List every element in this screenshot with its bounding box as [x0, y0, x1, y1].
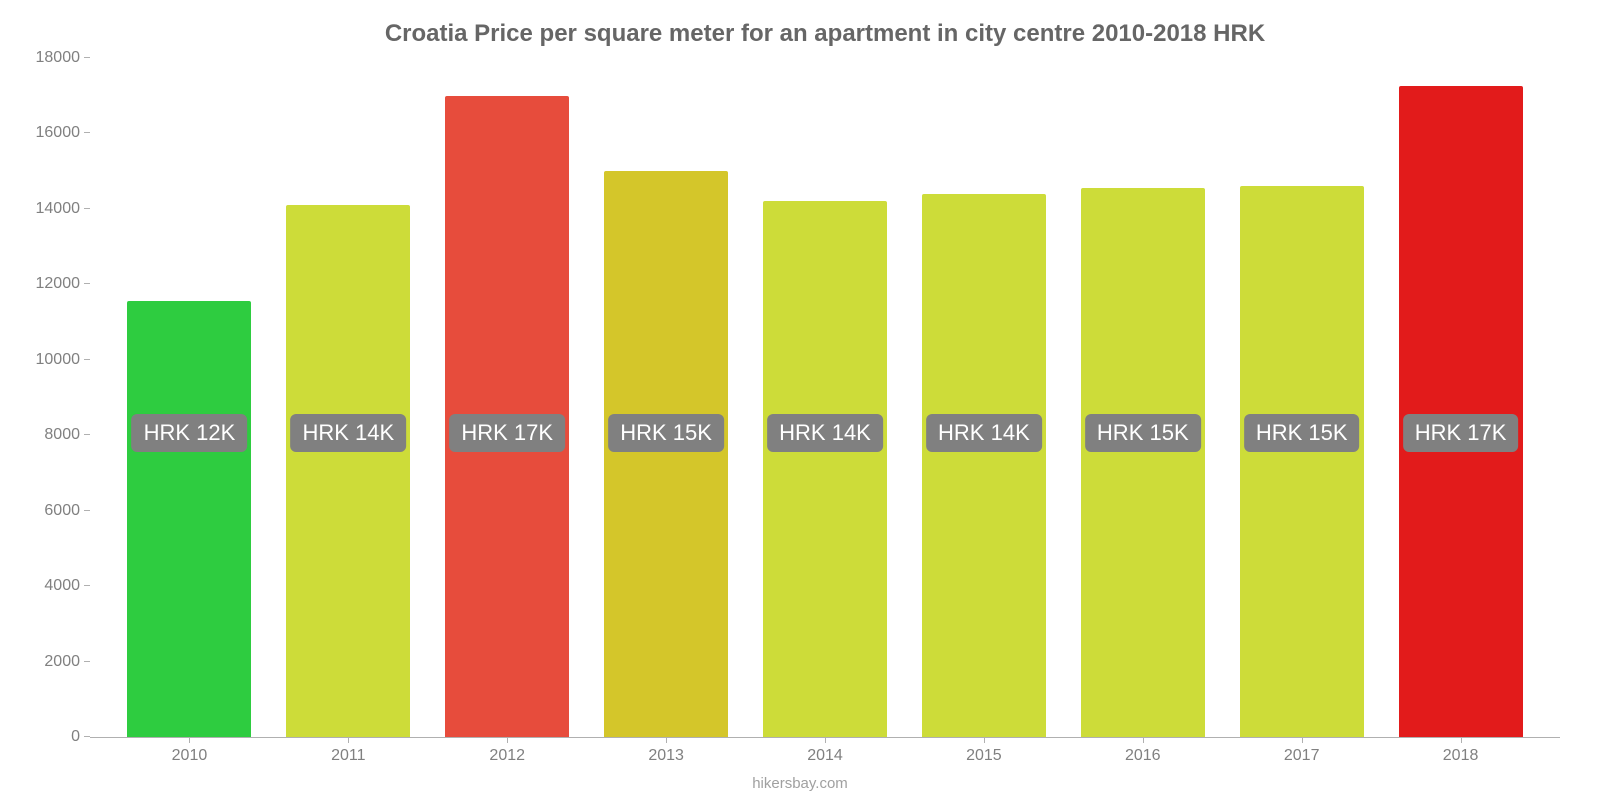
- bar-slot: HRK 15K: [1222, 58, 1381, 737]
- bar: HRK 15K: [604, 171, 728, 737]
- y-tick-mark: [84, 510, 90, 511]
- x-tick-label: 2017: [1222, 747, 1381, 765]
- x-tick-mark: [348, 737, 349, 743]
- x-tick-label: 2015: [904, 747, 1063, 765]
- x-tick-mark: [1143, 737, 1144, 743]
- bar-value-label: HRK 12K: [132, 414, 248, 452]
- y-tick-label: 4000: [20, 577, 80, 595]
- y-tick-mark: [84, 57, 90, 58]
- y-tick-mark: [84, 585, 90, 586]
- bar-value-label: HRK 15K: [1244, 414, 1360, 452]
- y-tick-mark: [84, 661, 90, 662]
- y-tick-mark: [84, 208, 90, 209]
- x-tick-mark: [666, 737, 667, 743]
- x-tick-label: 2014: [746, 747, 905, 765]
- y-tick-label: 16000: [20, 124, 80, 142]
- bars-group: HRK 12K HRK 14K HRK 17K HRK 15K HRK 14K HRK 1…: [90, 58, 1560, 737]
- chart-container: Croatia Price per square meter for an ap…: [0, 0, 1600, 800]
- bar: HRK 15K: [1081, 188, 1205, 737]
- x-tick-mark: [1461, 737, 1462, 743]
- y-tick-label: 18000: [20, 49, 80, 67]
- x-tick-label: 2011: [269, 747, 428, 765]
- y-tick-label: 6000: [20, 502, 80, 520]
- bar-slot: HRK 14K: [904, 58, 1063, 737]
- y-tick-label: 2000: [20, 653, 80, 671]
- source-attribution: hikersbay.com: [0, 775, 1600, 792]
- bar-slot: HRK 14K: [746, 58, 905, 737]
- bar: HRK 12K: [127, 301, 251, 737]
- bar-slot: HRK 14K: [269, 58, 428, 737]
- y-tick-label: 10000: [20, 351, 80, 369]
- y-tick-mark: [84, 132, 90, 133]
- x-tick-mark: [984, 737, 985, 743]
- bar-value-label: HRK 14K: [767, 414, 883, 452]
- bar-slot: HRK 15K: [587, 58, 746, 737]
- bar: HRK 15K: [1240, 186, 1364, 737]
- x-tick-mark: [507, 737, 508, 743]
- bar-value-label: HRK 17K: [1403, 414, 1519, 452]
- bar: HRK 17K: [445, 96, 569, 737]
- y-tick-mark: [84, 283, 90, 284]
- y-tick-mark: [84, 359, 90, 360]
- bar-value-label: HRK 14K: [926, 414, 1042, 452]
- x-tick-label: 2012: [428, 747, 587, 765]
- chart-title: Croatia Price per square meter for an ap…: [90, 20, 1560, 48]
- plot-area: HRK 12K HRK 14K HRK 17K HRK 15K HRK 14K HRK 1…: [90, 58, 1560, 738]
- bar-slot: HRK 12K: [110, 58, 269, 737]
- x-tick-mark: [189, 737, 190, 743]
- y-tick-mark: [84, 434, 90, 435]
- y-tick-label: 0: [20, 728, 80, 746]
- x-tick-mark: [825, 737, 826, 743]
- bar-value-label: HRK 15K: [1085, 414, 1201, 452]
- x-tick-label: 2018: [1381, 747, 1540, 765]
- x-axis-labels: 201020112012201320142015201620172018: [90, 747, 1560, 765]
- x-tick-label: 2013: [587, 747, 746, 765]
- bar: HRK 14K: [286, 205, 410, 737]
- bar-slot: HRK 15K: [1063, 58, 1222, 737]
- x-tick-mark: [1302, 737, 1303, 743]
- y-tick-label: 14000: [20, 200, 80, 218]
- bar-value-label: HRK 17K: [449, 414, 565, 452]
- x-tick-label: 2016: [1063, 747, 1222, 765]
- bar: HRK 14K: [922, 194, 1046, 737]
- y-tick-label: 12000: [20, 275, 80, 293]
- bar-value-label: HRK 14K: [290, 414, 406, 452]
- bar-value-label: HRK 15K: [608, 414, 724, 452]
- y-tick-mark: [84, 736, 90, 737]
- bar-slot: HRK 17K: [1381, 58, 1540, 737]
- bar: HRK 14K: [763, 201, 887, 737]
- y-tick-label: 8000: [20, 426, 80, 444]
- bar: HRK 17K: [1399, 86, 1523, 737]
- x-tick-label: 2010: [110, 747, 269, 765]
- bar-slot: HRK 17K: [428, 58, 587, 737]
